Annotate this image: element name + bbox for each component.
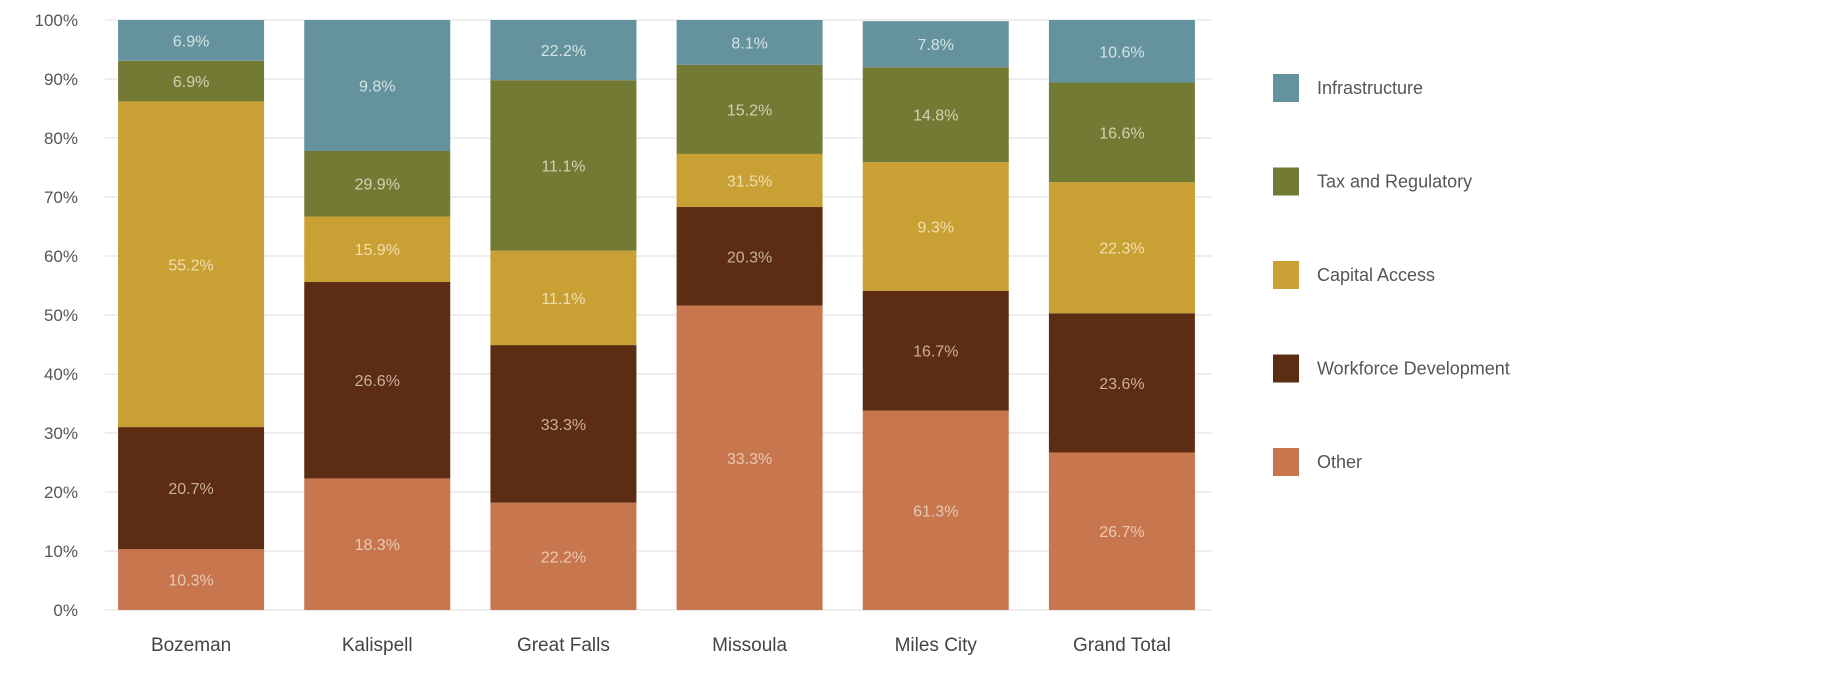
data-label: 61.3% [913, 503, 958, 520]
legend-label: Tax and Regulatory [1317, 172, 1472, 192]
bar-segment [676, 20, 823, 65]
y-tick-label: 30% [44, 424, 78, 443]
data-label: 9.3% [918, 220, 954, 237]
bar-segment [1048, 82, 1195, 183]
data-label: 11.1% [541, 291, 585, 308]
bar-segment [118, 20, 265, 61]
bar-segment [118, 101, 265, 428]
data-label: 6.9% [173, 33, 209, 50]
legend-label: Other [1317, 452, 1362, 472]
legend-swatch [1273, 74, 1299, 102]
bar-segment [862, 162, 1009, 291]
data-label: 29.9% [355, 177, 400, 194]
bar-segment [490, 250, 637, 346]
y-tick-label: 20% [44, 483, 78, 502]
data-label: 20.3% [727, 249, 772, 266]
bar-segment [1048, 182, 1195, 314]
data-label: 10.3% [168, 573, 213, 590]
bar-segment [1048, 452, 1195, 610]
bar-segment [862, 67, 1009, 163]
y-tick-label: 100% [35, 11, 78, 30]
legend-swatch [1273, 448, 1299, 476]
y-tick-label: 10% [44, 542, 78, 561]
bar-segment [304, 478, 451, 610]
data-label: 15.9% [355, 242, 400, 259]
bar-segment [304, 216, 451, 282]
data-label: 22.2% [541, 43, 586, 60]
legend-swatch [1273, 261, 1299, 289]
data-label: 6.9% [173, 74, 209, 91]
bar-segment [490, 20, 637, 81]
data-label: 11.1% [541, 158, 585, 175]
data-label: 18.3% [355, 537, 400, 554]
data-label: 8.1% [731, 35, 767, 52]
bar-segment [490, 502, 637, 610]
data-label: 9.8% [359, 78, 395, 95]
bar-segment [862, 410, 1009, 610]
y-tick-label: 90% [44, 70, 78, 89]
data-label: 22.2% [541, 549, 586, 566]
bar-segment [676, 64, 823, 154]
y-tick-label: 70% [44, 188, 78, 207]
data-label: 23.6% [1099, 376, 1144, 393]
legend-swatch [1273, 354, 1299, 383]
y-tick-label: 60% [44, 247, 78, 266]
bar-segment [304, 150, 451, 217]
bar-segment [1048, 20, 1195, 83]
bar-segment [490, 345, 637, 503]
data-label: 26.7% [1099, 524, 1144, 541]
x-tick-label: Missoula [712, 635, 787, 656]
bar-segment [118, 549, 265, 610]
data-label: 10.6% [1099, 44, 1144, 61]
y-tick-label: 40% [44, 365, 78, 384]
y-tick-label: 50% [44, 306, 78, 325]
data-label: 20.7% [168, 481, 213, 498]
data-label: 26.6% [355, 373, 400, 390]
bar-segment [676, 305, 823, 610]
bar-segment [304, 281, 451, 479]
data-label: 33.3% [541, 417, 586, 434]
y-tick-label: 0% [53, 601, 78, 620]
x-tick-label: Great Falls [517, 635, 610, 656]
bar-segment [1048, 313, 1195, 453]
y-tick-label: 80% [44, 129, 78, 148]
x-tick-label: Kalispell [342, 635, 413, 656]
bar-segment [862, 290, 1009, 411]
data-label: 7.8% [918, 37, 954, 54]
data-label: 31.5% [727, 173, 772, 190]
bar-segment [676, 153, 823, 208]
x-tick-label: Grand Total [1073, 635, 1171, 656]
data-label: 16.6% [1099, 125, 1144, 142]
bar-segment [490, 80, 637, 251]
legend-label: Workforce Development [1317, 359, 1510, 379]
data-label: 55.2% [168, 257, 213, 274]
x-tick-label: Miles City [895, 635, 978, 656]
bar-segment [304, 20, 451, 151]
bar-segment [118, 427, 265, 550]
data-label: 15.2% [727, 102, 772, 119]
legend-swatch [1273, 167, 1299, 196]
data-label: 33.3% [727, 451, 772, 468]
data-label: 16.7% [913, 344, 958, 361]
bar-segment [676, 207, 823, 306]
data-label: 22.3% [1099, 241, 1144, 258]
data-label: 14.8% [913, 108, 958, 125]
bar-segment [118, 60, 265, 102]
legend-label: Capital Access [1317, 265, 1435, 285]
bar-segment [862, 21, 1009, 68]
legend-label: Infrastructure [1317, 78, 1423, 98]
x-tick-label: Bozeman [151, 635, 231, 656]
